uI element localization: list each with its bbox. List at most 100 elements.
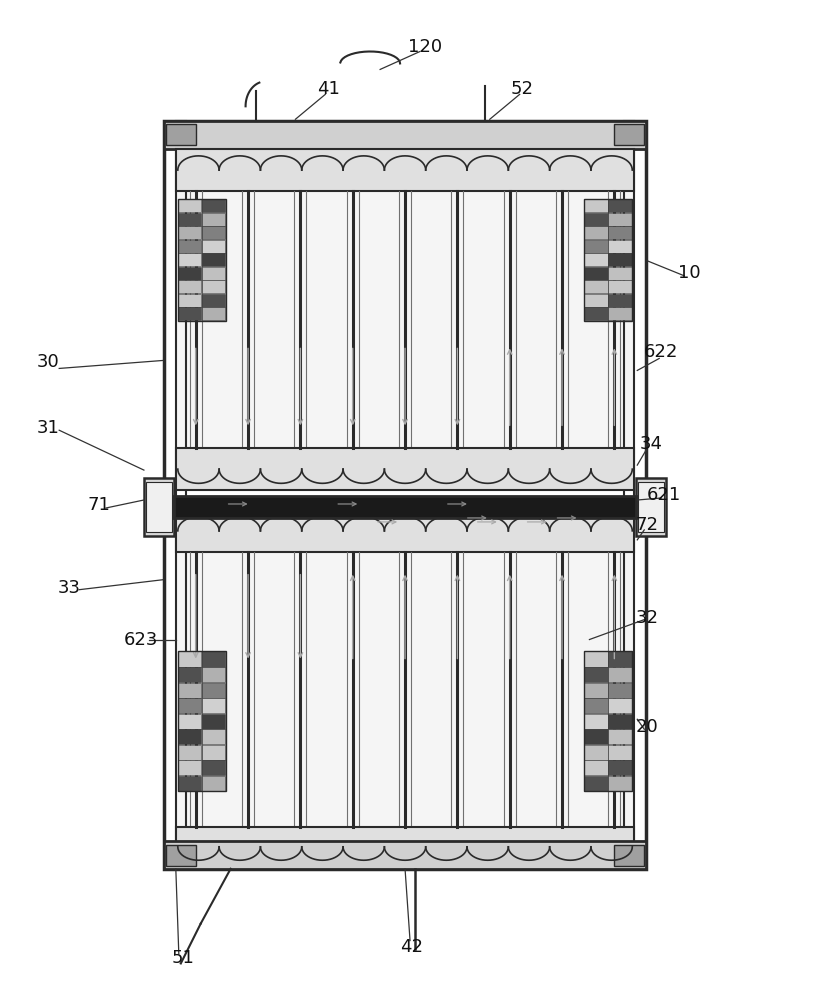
Bar [584,240,608,253]
Bar [609,683,632,698]
Text: 42: 42 [400,938,424,956]
Bar [176,121,186,869]
Bar [609,199,632,212]
Text: 33: 33 [58,579,80,597]
Bar [201,253,225,266]
Bar [609,729,632,744]
Bar [178,267,201,280]
Bar [609,307,632,320]
Bar [584,760,608,775]
Bar [201,776,225,791]
Bar [144,478,174,536]
Bar [164,841,646,869]
Bar [584,307,608,320]
Bar [164,121,646,149]
Bar [176,827,635,867]
Bar [584,745,608,760]
Bar [178,745,201,760]
Bar [609,267,632,280]
Text: 41: 41 [317,80,339,98]
Bar [584,280,608,293]
Bar [201,651,225,667]
Bar [584,267,608,280]
Bar [201,280,225,293]
Bar [178,667,201,682]
Text: 31: 31 [37,419,59,437]
Bar [178,280,201,293]
Bar [584,714,608,729]
Text: 30: 30 [37,353,59,371]
Bar [201,745,225,760]
Bar [609,226,632,239]
Bar [174,496,636,518]
Bar [201,698,225,713]
Bar [178,714,201,729]
Text: 10: 10 [678,264,701,282]
Bar [584,226,608,239]
Bar [201,307,225,320]
Bar [178,729,201,744]
Bar [584,253,608,266]
Bar [178,226,201,239]
Bar [201,213,225,226]
Bar [201,199,225,212]
Bar [178,760,201,775]
Bar [201,729,225,744]
Bar [584,776,608,791]
Text: 20: 20 [636,718,659,736]
Bar [584,651,632,791]
Text: 623: 623 [124,631,158,649]
Text: 71: 71 [88,496,110,514]
Bar [584,698,608,713]
Bar [638,482,664,532]
Bar [178,240,201,253]
Bar [178,253,201,266]
Bar [178,199,226,321]
Bar [584,683,608,698]
Bar [178,651,201,667]
Bar [178,294,201,307]
Bar [201,714,225,729]
Bar [166,845,196,866]
Bar [201,226,225,239]
Bar [614,124,645,145]
Bar [164,121,646,869]
Bar [584,729,608,744]
Bar [178,651,226,791]
Bar [609,213,632,226]
Text: 34: 34 [640,435,663,453]
Bar [624,121,635,869]
Bar [614,845,645,866]
Bar [146,482,172,532]
Bar [201,294,225,307]
Bar [176,552,635,827]
Bar [584,294,608,307]
Text: 32: 32 [635,609,659,627]
Text: 621: 621 [647,486,681,504]
Bar [609,776,632,791]
Bar [166,124,196,145]
Bar [609,667,632,682]
Text: 120: 120 [408,38,442,56]
Bar [176,510,635,552]
Bar [178,213,201,226]
Bar [636,478,666,536]
Bar [178,776,201,791]
Bar [178,307,201,320]
Bar [609,714,632,729]
Bar [178,698,201,713]
Bar [584,667,608,682]
Bar [178,683,201,698]
Bar [584,213,608,226]
Bar [609,698,632,713]
Bar [584,199,608,212]
Text: 52: 52 [510,80,533,98]
Bar [609,253,632,266]
Bar [609,240,632,253]
Bar [609,280,632,293]
Bar [176,191,635,448]
Bar [584,651,608,667]
Bar [609,294,632,307]
Text: 51: 51 [171,949,194,967]
Bar [201,267,225,280]
